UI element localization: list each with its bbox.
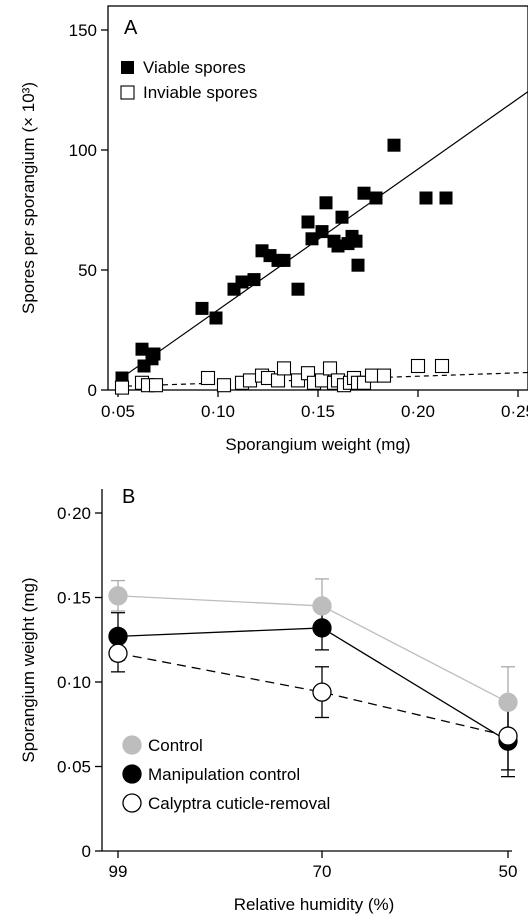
legend-label-control: Control bbox=[148, 736, 203, 755]
inviable-spore-point bbox=[216, 378, 232, 393]
inviable-spore-point bbox=[200, 370, 216, 386]
viable-spore-point bbox=[147, 347, 161, 361]
inviable-spore-point bbox=[242, 373, 258, 388]
inviable-spore-point bbox=[270, 373, 286, 388]
marker-cuticle-removal bbox=[312, 682, 332, 702]
legend-label-cuticle-removal: Calyptra cuticle-removal bbox=[148, 794, 330, 813]
viable-spore-point bbox=[195, 301, 209, 315]
inviable-spore-point bbox=[410, 358, 426, 374]
x-tick-label-a: 0·20 bbox=[401, 402, 435, 421]
viable-spore-point bbox=[331, 239, 345, 253]
inviable-spore-point bbox=[314, 373, 330, 388]
marker-control bbox=[498, 692, 518, 712]
viable-spore-point bbox=[277, 253, 291, 267]
marker-cuticle-removal bbox=[498, 726, 518, 746]
legend-marker-viable bbox=[121, 61, 134, 74]
marker-manipulation-control bbox=[312, 618, 332, 638]
viable-spore-point bbox=[387, 138, 401, 152]
viable-spore-point bbox=[209, 311, 223, 325]
legend-label-viable: Viable spores bbox=[143, 58, 246, 77]
fit-line-viable bbox=[117, 90, 528, 381]
y-tick-label-b: 0·10 bbox=[57, 673, 91, 692]
marker-manipulation-control bbox=[108, 626, 128, 647]
viable-spore-point bbox=[315, 225, 329, 239]
viable-spore-point bbox=[235, 275, 249, 289]
y-tick-label-b: 0·05 bbox=[57, 758, 91, 777]
x-tick-label-a: 0·15 bbox=[301, 402, 335, 421]
x-tick-label-b: 50 bbox=[499, 862, 518, 881]
viable-spore-point bbox=[135, 342, 149, 356]
x-tick-label-b: 99 bbox=[109, 862, 128, 881]
legend-marker-cuticle-removal bbox=[122, 793, 142, 813]
panel-label-b: B bbox=[122, 486, 135, 508]
viable-spore-point bbox=[305, 232, 319, 246]
y-axis-label-a: Spores per sporangium (× 10³) bbox=[19, 82, 38, 314]
legend-label-manipulation-control: Manipulation control bbox=[148, 765, 300, 784]
inviable-spore-point bbox=[434, 358, 450, 374]
legend-marker-control bbox=[122, 735, 142, 755]
panel-b: B 0 0·05 0·10 0·15 0·20 99 70 50 Relative humidit… bbox=[19, 486, 518, 914]
marker-control bbox=[312, 596, 332, 616]
viable-spore-point bbox=[351, 258, 365, 272]
viable-spore-point bbox=[419, 191, 433, 205]
inviable-spore-point bbox=[322, 361, 338, 376]
marker-cuticle-removal bbox=[108, 643, 128, 663]
legend-marker-manipulation-control bbox=[122, 764, 142, 784]
fit-line-inviable bbox=[117, 371, 528, 387]
inviable-spore-point bbox=[376, 368, 392, 383]
inviable-spore-point bbox=[276, 361, 292, 376]
y-tick-label-b: 0·20 bbox=[57, 504, 91, 523]
x-axis-label-b: Relative humidity (%) bbox=[234, 895, 395, 914]
legend-marker-inviable bbox=[120, 85, 135, 100]
series-line-manipulation-control bbox=[117, 627, 509, 742]
viable-spore-point bbox=[319, 196, 333, 210]
y-tick-label-a: 100 bbox=[69, 141, 97, 160]
y-tick-label-b: 0·15 bbox=[57, 589, 91, 608]
series-line-cuticle-removal bbox=[117, 652, 509, 737]
series-line-control bbox=[117, 595, 509, 703]
viable-spore-point bbox=[349, 234, 363, 248]
legend-label-inviable: Inviable spores bbox=[143, 83, 257, 102]
x-tick-label-a: 0·10 bbox=[201, 402, 235, 421]
y-tick-label-a: 150 bbox=[69, 21, 97, 40]
y-tick-label-b: 0 bbox=[82, 842, 91, 861]
x-axis-label-a: Sporangium weight (mg) bbox=[225, 435, 410, 454]
viable-spore-point bbox=[301, 215, 315, 229]
viable-spore-point bbox=[291, 282, 305, 296]
y-tick-label-a: 0 bbox=[88, 381, 97, 400]
inviable-spore-point bbox=[148, 378, 164, 393]
y-axis-label-b: Sporangium weight (mg) bbox=[19, 577, 38, 762]
viable-spore-point bbox=[247, 273, 261, 287]
x-tick-label-a: 0·25 bbox=[501, 402, 528, 421]
panel-label-a: A bbox=[124, 17, 138, 39]
viable-spore-point bbox=[439, 191, 453, 205]
viable-spore-point bbox=[357, 186, 371, 200]
inviable-spore-point bbox=[114, 380, 130, 395]
marker-control bbox=[108, 586, 128, 606]
x-tick-label-a: 0·05 bbox=[101, 402, 135, 421]
y-tick-label-a: 50 bbox=[78, 261, 97, 280]
inviable-spore-point bbox=[364, 368, 380, 383]
viable-spore-point bbox=[369, 191, 383, 205]
x-tick-label-b: 70 bbox=[313, 862, 332, 881]
panel-a: A 0 50 100 150 0·05 0·10 0·15 0·20 0·25 Sporangium… bbox=[19, 5, 528, 454]
viable-spore-point bbox=[335, 210, 349, 224]
